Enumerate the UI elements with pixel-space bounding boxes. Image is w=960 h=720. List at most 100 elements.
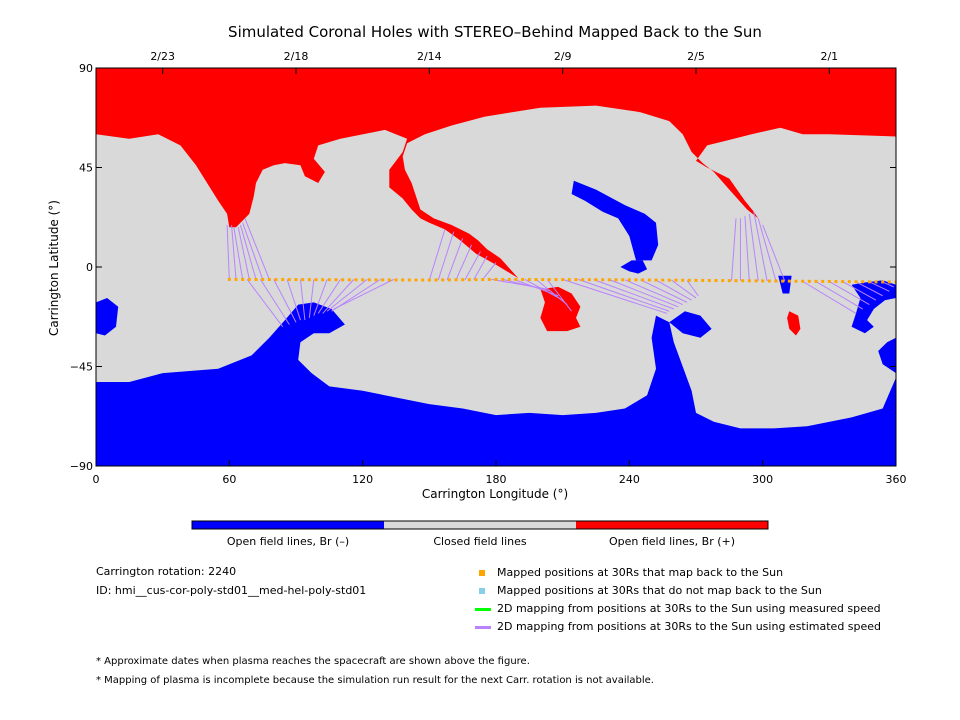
x-tick-label-5: 300	[752, 473, 773, 486]
mapped-footpoint-45	[527, 277, 531, 281]
mapped-footpoint-55	[594, 278, 598, 282]
estimated-mapping-line-14	[317, 279, 341, 314]
estimated-mapping-line-34	[593, 279, 674, 310]
mapped-footpoint-96	[867, 280, 871, 284]
mapped-footpoint-8	[281, 278, 285, 282]
y-tick-label-4: 90	[79, 62, 93, 75]
mapped-footpoint-48	[547, 278, 551, 282]
colorbar-frame	[191, 520, 769, 530]
y-tick-label-2: 0	[86, 261, 93, 274]
estimated-mapping-line-21	[446, 238, 464, 281]
mapped-footpoint-59	[621, 278, 625, 282]
estimated-mapping-line-11	[299, 279, 306, 321]
negative-hole-3	[620, 260, 648, 274]
carrington-rotation-text: Carrington rotation: 2240	[96, 565, 237, 578]
mapped-footpoint-10	[294, 278, 298, 282]
mapped-footpoint-30	[427, 278, 431, 282]
estimated-mapping-line-9	[273, 279, 297, 323]
negative-hole-0	[96, 280, 896, 466]
mapped-footpoint-70	[694, 278, 698, 282]
mapped-footpoint-11	[301, 278, 305, 282]
mapped-footpoint-62	[641, 278, 645, 282]
mapped-footpoint-60	[627, 278, 631, 282]
footnote-dates: * Approximate dates when plasma reaches …	[96, 656, 530, 667]
estimated-mapping-line-25	[482, 262, 497, 280]
estimated-mapping-line-36	[624, 279, 683, 306]
mapped-footpoint-34	[454, 278, 458, 282]
map-layer	[96, 68, 896, 466]
mapped-footpoint-44	[521, 277, 525, 281]
mapped-footpoint-31	[434, 278, 438, 282]
estimated-mapping-line-18	[333, 278, 394, 310]
mapped-footpoint-73	[714, 279, 718, 283]
mapped-footpoint-82	[774, 279, 778, 283]
mapped-footpoint-99	[887, 280, 891, 284]
estimated-mapping-line-24	[473, 255, 488, 280]
colorbar: Open field lines, Br (–) Closed field lin…	[191, 520, 769, 548]
date-tick-label-2: 2/14	[417, 50, 442, 63]
legend-label-measured-speed: 2D mapping from positions at 30Rs to the…	[497, 602, 881, 615]
estimated-mapping-line-0	[226, 224, 230, 280]
estimated-mapping-line-8	[260, 279, 290, 325]
mapped-footpoint-19	[354, 278, 358, 282]
estimated-mapping-line-31	[546, 279, 572, 312]
legend-label-estimated-speed: 2D mapping from positions at 30Rs to the…	[497, 620, 882, 633]
x-tick-label-4: 240	[619, 473, 640, 486]
mapped-footpoint-35	[461, 278, 465, 282]
mapped-footpoint-27	[407, 278, 411, 282]
estimated-mapping-line-39	[671, 279, 697, 299]
estimated-mapping-line-20	[437, 231, 455, 281]
mapped-footpoint-94	[854, 280, 858, 284]
mapped-footpoint-33	[447, 278, 451, 282]
mapped-footpoint-74	[721, 279, 725, 283]
mapped-footpoint-52	[574, 278, 578, 282]
x-tick-label-0: 0	[93, 473, 100, 486]
run-id-text: ID: hmi__cus-cor-poly-std01__med-hel-pol…	[96, 584, 367, 597]
estimated-mapping-line-50	[829, 281, 870, 306]
estimated-mapping-line-46	[757, 218, 777, 282]
estimated-mapping-line-1	[231, 224, 237, 280]
estimated-mapping-line-30	[535, 278, 568, 305]
mapped-footpoint-46	[534, 278, 538, 282]
mapped-footpoint-16	[334, 278, 338, 282]
date-tick-label-4: 2/5	[687, 50, 705, 63]
mapped-footpoint-42	[507, 277, 511, 281]
mapped-footpoint-64	[654, 278, 658, 282]
mapped-footpoint-18	[347, 278, 351, 282]
mapped-footpoint-88	[814, 279, 818, 283]
mapped-footpoint-54	[587, 278, 591, 282]
estimated-mapping-line-41	[731, 218, 737, 281]
estimated-mapping-line-2	[233, 227, 244, 280]
x-tick-label-3: 180	[486, 473, 507, 486]
estimated-mapping-line-23	[464, 251, 481, 281]
mapped-footpoint-90	[827, 279, 831, 283]
x-tick-label-2: 120	[352, 473, 373, 486]
positive-hole-2	[787, 311, 801, 336]
legend-marker-unmapped	[479, 588, 485, 594]
estimated-mapping-line-28	[513, 278, 559, 297]
mapped-footpoint-20	[361, 278, 365, 282]
estimated-mapping-line-43	[744, 216, 750, 281]
mapped-footpoint-1	[234, 277, 238, 281]
mapped-footpoint-28	[414, 278, 418, 282]
mapped-footpoint-81	[767, 279, 771, 283]
mapped-footpoint-4	[254, 277, 258, 281]
colorbar-segment-2	[576, 521, 768, 529]
mapped-footpoint-93	[847, 280, 851, 284]
mapped-footpoint-100	[894, 280, 896, 284]
estimated-mapping-line-48	[802, 280, 857, 314]
chart-title: Simulated Coronal Holes with STEREO–Behi…	[228, 23, 762, 41]
mapped-footpoint-7	[274, 278, 278, 282]
y-axis-label: Carrington Latitude (°)	[47, 200, 61, 336]
mapped-footpoint-43	[514, 277, 518, 281]
mapped-footpoint-47	[541, 278, 545, 282]
estimated-mapping-line-35	[609, 279, 679, 308]
mapped-footpoint-3	[247, 277, 251, 281]
mapped-footpoint-22	[374, 278, 378, 282]
estimated-mapping-line-33	[578, 278, 670, 312]
mapped-footpoint-56	[601, 278, 605, 282]
mapped-footpoint-63	[647, 278, 651, 282]
mapped-footpoint-76	[734, 279, 738, 283]
mapped-footpoint-39	[487, 277, 491, 281]
